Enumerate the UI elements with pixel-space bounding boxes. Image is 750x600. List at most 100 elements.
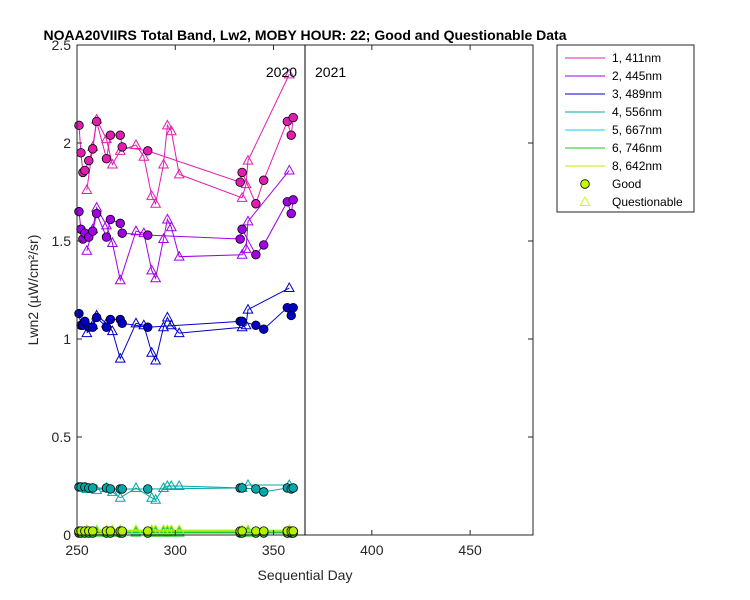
series-7: [74, 524, 298, 536]
good-point: [237, 224, 247, 234]
good-point: [237, 526, 247, 536]
questionable-point: [242, 478, 254, 490]
good-point: [88, 483, 98, 493]
questionable-point: [173, 250, 185, 261]
legend-label: 5, 667nm: [612, 123, 662, 137]
good-point: [288, 526, 298, 536]
questionable-point: [161, 311, 174, 322]
questionable-point: [165, 524, 177, 535]
legend-box: [556, 44, 695, 213]
good-point: [143, 230, 153, 240]
y-tick-label: 0.5: [52, 429, 72, 445]
good-point: [286, 310, 296, 321]
legend-label: 4, 556nm: [612, 105, 662, 119]
good-point: [117, 228, 127, 238]
plot-area: 2020 2021: [74, 44, 534, 538]
good-point: [251, 484, 261, 494]
questionable-point: [81, 244, 93, 255]
series-2: [74, 164, 298, 285]
good-point: [143, 526, 153, 536]
good-point: [143, 146, 153, 156]
y-tick-label: 2: [63, 135, 71, 151]
questionable-point: [146, 264, 158, 275]
questionable-point: [150, 197, 162, 208]
questionable-point: [100, 219, 113, 230]
x-tick-label: 400: [360, 542, 384, 558]
good-point: [251, 199, 261, 209]
x-tick-label: 250: [65, 542, 89, 558]
y-tick-label: 0: [63, 527, 71, 543]
legend-label: 8, 642nm: [612, 159, 662, 173]
good-point: [288, 195, 298, 205]
good-point: [259, 175, 269, 185]
good-point: [286, 208, 296, 219]
good-point: [105, 130, 116, 140]
good-point: [84, 155, 94, 166]
questionable-point: [106, 158, 118, 169]
questionable-point: [150, 526, 162, 537]
questionable-point: [114, 491, 126, 502]
good-point: [74, 120, 84, 131]
good-point: [88, 526, 98, 536]
questionable-point: [236, 248, 248, 259]
legend-questionable-marker: [579, 195, 591, 206]
questionable-point: [150, 272, 162, 283]
good-point: [286, 130, 296, 140]
questionable-point: [165, 479, 177, 490]
questionable-point: [165, 526, 177, 537]
questionable-point: [165, 125, 177, 136]
legend-label: 3, 489nm: [612, 87, 662, 101]
questionable-point: [130, 526, 142, 537]
chart-title: NOAA20VIIRS Total Band, Lw2, MOBY HOUR: …: [44, 27, 567, 43]
good-point: [74, 206, 84, 217]
year-label-2020: 2020: [266, 64, 297, 80]
series-4: [74, 478, 298, 504]
good-point: [117, 142, 127, 152]
good-point: [88, 144, 98, 154]
questionable-point: [150, 354, 162, 365]
questionable-point: [130, 481, 142, 492]
questionable-point: [81, 327, 93, 338]
questionable-point: [150, 524, 162, 535]
questionable-point: [173, 524, 185, 535]
series-layer: [74, 68, 298, 538]
good-point: [115, 218, 125, 229]
questionable-point: [161, 213, 174, 224]
questionable-point: [130, 317, 142, 328]
questionable-point: [146, 346, 158, 357]
questionable-point: [157, 481, 170, 492]
good-point: [235, 234, 245, 244]
questionable-point: [130, 138, 142, 149]
good-point: [251, 526, 261, 536]
good-point: [76, 148, 86, 158]
good-point: [115, 130, 125, 140]
legend-label: 1, 411nm: [612, 51, 661, 65]
questionable-point: [81, 184, 93, 195]
y-tick-label: 1.5: [52, 233, 72, 249]
good-point: [259, 240, 269, 250]
good-point: [237, 167, 247, 178]
questionable-point: [157, 321, 170, 332]
questionable-point: [283, 282, 295, 293]
questionable-point: [240, 242, 252, 253]
x-tick-label: 450: [458, 542, 482, 558]
good-point: [91, 116, 102, 127]
y-tick-label: 1: [63, 331, 71, 347]
legend-good-marker: [580, 179, 590, 189]
questionable-point: [130, 524, 142, 535]
good-point: [105, 314, 116, 325]
legend-label: Good: [612, 177, 641, 191]
questionable-point: [236, 321, 248, 332]
questionable-point: [146, 189, 158, 200]
questionable-point: [114, 274, 126, 285]
good-point: [80, 165, 90, 176]
good-point: [259, 526, 269, 536]
good-point: [143, 484, 153, 494]
good-point: [259, 487, 269, 497]
legend-items: 1, 411nm 2, 445nm 3, 489nm 4, 556nm 5, 667nm…: [565, 51, 683, 209]
questionable-point: [242, 303, 254, 314]
good-point: [91, 208, 102, 219]
questionable-point: [242, 154, 254, 165]
good-point: [288, 302, 298, 313]
